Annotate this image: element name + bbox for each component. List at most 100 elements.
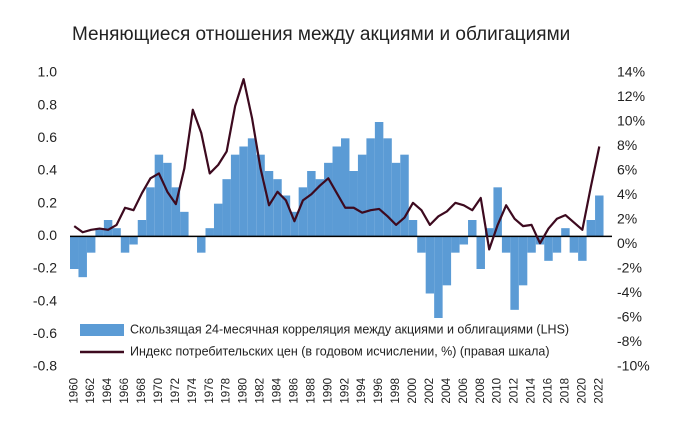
bar [527,236,536,253]
x-tick-label: 2008 [475,378,487,404]
chart-title: Меняющиеся отношения между акциями и обл… [72,24,570,45]
bar [501,236,511,253]
y2-tick-label: 6% [617,162,637,178]
bar [383,138,392,237]
bar [86,236,96,253]
bar [307,171,316,237]
bar [391,162,401,237]
line [73,78,601,251]
bar [484,228,494,237]
bar [586,220,596,237]
y-tick-label: -0.8 [33,358,57,374]
bar [510,236,519,310]
bar [256,154,265,237]
bar [417,236,426,253]
x-tick-label: 1962 [85,378,97,404]
x-tick-label: 2020 [576,378,588,404]
x-tick-label: 1992 [339,378,351,404]
bar [595,195,604,237]
bar [324,162,333,237]
bar [205,228,214,237]
x-tick-label: 1998 [390,378,402,404]
bar [112,228,121,237]
x-tick-label: 2010 [492,378,504,404]
x-tick-label: 1978 [221,378,233,404]
y-tick-label: 0.2 [38,194,58,210]
bar [357,154,367,237]
bar [247,138,257,237]
x-tick-label: 1994 [356,377,368,403]
x-tick-label: 2004 [441,377,453,403]
legend-background [76,320,610,360]
x-tick-label: 1966 [119,378,131,404]
bar [146,187,155,237]
legend-label: Скользящая 24-месячная корреляция между … [130,322,569,336]
y2-tick-label: 2% [617,211,637,227]
bar [569,236,579,253]
x-tick-label: 2002 [424,378,436,404]
bar [222,179,231,237]
bar [442,236,452,286]
x-tick-label: 2000 [407,378,419,404]
bar [315,179,325,237]
bar [290,211,299,237]
x-tick-label: 1990 [322,378,334,404]
x-tick-label: 2018 [559,378,571,404]
y-tick-label: 0.8 [38,96,58,112]
y2-tick-label: -6% [617,309,642,325]
bar [518,236,528,286]
bar [425,236,435,294]
y-tick-label: 1.0 [38,64,58,80]
bar [273,179,282,237]
bar [400,154,409,237]
y2-tick-label: 8% [617,137,637,153]
y-tick-label: -0.2 [33,260,57,276]
bar [230,154,240,237]
bar [239,146,248,237]
legend-label: Индекс потребительских цен (в годовом ис… [130,344,550,358]
bar [552,236,562,253]
x-tick-label: 2012 [509,378,521,404]
bar [468,220,477,237]
bar [476,236,485,269]
bar [180,211,189,237]
x-tick-label: 1984 [272,377,284,403]
x-tick-label: 2006 [458,378,470,404]
y-tick-label: 0.6 [38,129,58,145]
bar [374,122,384,237]
x-tick-label: 1988 [305,378,317,404]
bar [137,220,147,237]
x-tick-label: 1968 [136,378,148,404]
legend-swatch [80,324,124,336]
bar [459,236,469,245]
y2-tick-label: -8% [617,333,642,349]
bar [408,220,418,237]
bar [129,236,138,245]
y2-tick-label: 10% [617,113,645,129]
y2-tick-label: 12% [617,88,645,104]
x-tick-label: 2014 [526,377,538,403]
y2-tick-label: 0% [617,235,637,251]
bar [366,138,375,237]
bar [578,236,587,261]
y-tick-label: 0.0 [38,227,58,243]
y-tick-label: 0.4 [38,162,58,178]
bar [341,138,350,237]
bar [70,236,79,269]
x-tick-label: 1982 [255,378,267,404]
x-tick-label: 1960 [68,378,80,404]
y2-tick-label: -2% [617,260,642,276]
bar [544,236,553,261]
x-tick-label: 1964 [102,377,114,403]
bar [298,187,308,237]
y-tick-label: -0.6 [33,325,57,341]
x-tick-label: 1996 [373,378,385,404]
x-tick-label: 1986 [288,378,300,404]
x-tick-label: 1970 [153,378,165,404]
x-tick-label: 1980 [238,378,250,404]
bar [434,236,443,318]
bar [171,187,181,237]
y2-tick-label: -10% [617,358,650,374]
bar [103,220,113,237]
